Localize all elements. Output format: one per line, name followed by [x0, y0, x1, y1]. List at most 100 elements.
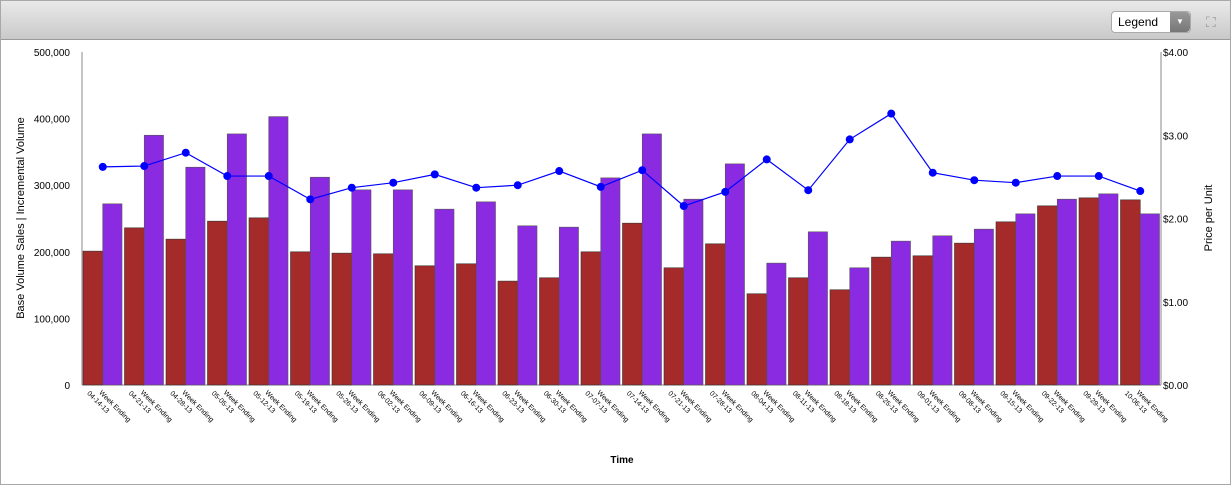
incremental-volume-bar	[1139, 213, 1160, 386]
y-tick-label: 100,000	[34, 314, 71, 325]
chevron-down-icon[interactable]: ▼	[1170, 12, 1190, 32]
price-point	[306, 195, 315, 204]
x-tick-label: Week Ending05-26-13	[334, 384, 380, 430]
price-point	[513, 181, 522, 190]
base-volume-bar	[912, 255, 934, 386]
chart-toolbar: Legend ▼ ⛶	[1, 1, 1230, 40]
price-point	[721, 187, 730, 196]
x-tick-label: Week Ending06-02-13	[376, 384, 422, 430]
price-point	[762, 155, 771, 164]
price-point	[181, 148, 190, 157]
price-point	[1011, 178, 1020, 187]
base-volume-bar	[331, 252, 353, 386]
legend-dropdown-label: Legend	[1118, 15, 1159, 29]
y2-tick-label: $1.00	[1163, 298, 1188, 309]
price-line	[102, 112, 1141, 207]
price-point	[347, 183, 356, 192]
y-tick-label: 500,000	[34, 48, 71, 59]
base-volume-bar	[497, 280, 519, 386]
incremental-volume-bar	[724, 163, 745, 386]
price-point	[389, 178, 398, 187]
price-point	[1053, 172, 1062, 181]
x-tick-label: Week Ending07-07-13	[583, 384, 629, 430]
x-tick-label: Week Ending05-19-13	[293, 384, 339, 430]
x-tick-label: Week Ending04-14-13	[85, 384, 131, 430]
base-volume-bar	[1120, 199, 1141, 386]
incremental-volume-bar	[766, 262, 787, 386]
incremental-volume-bar	[641, 133, 662, 386]
price-point	[264, 172, 273, 181]
base-volume-bar	[373, 253, 394, 386]
price-point	[140, 162, 149, 171]
price-point	[928, 168, 937, 177]
y2-axis-title: Price per Unit	[1203, 185, 1215, 252]
base-volume-bar	[622, 222, 643, 386]
y-tick-label: 200,000	[34, 248, 71, 259]
base-volume-bar	[663, 267, 685, 386]
incremental-volume-bar	[351, 189, 372, 386]
y-tick-label: 300,000	[34, 181, 71, 192]
price-point	[472, 183, 481, 192]
base-volume-bar	[456, 263, 477, 386]
y-tick-label: 0	[64, 381, 70, 392]
price-point	[1094, 172, 1103, 181]
incremental-volume-bar	[475, 201, 496, 386]
incremental-volume-bar	[932, 235, 953, 386]
base-volume-bar	[1078, 197, 1100, 386]
base-volume-bar	[746, 293, 768, 386]
x-tick-label: Week Ending09-29-13	[1081, 384, 1127, 430]
incremental-volume-bar	[849, 267, 870, 386]
y2-tick-label: $3.00	[1163, 131, 1188, 142]
price-point	[98, 162, 107, 171]
expand-icon[interactable]: ⛶	[1206, 14, 1216, 30]
price-point	[887, 109, 896, 118]
price-point	[804, 186, 813, 195]
x-axis-title: Time	[610, 455, 634, 466]
y-tick-label: 400,000	[34, 115, 71, 126]
x-tick-label: Week Ending07-28-13	[708, 384, 754, 430]
incremental-volume-bar	[143, 134, 164, 386]
x-tick-label: Week Ending06-09-13	[417, 384, 463, 430]
base-volume-bar	[414, 265, 436, 386]
x-tick-label: Week Ending09-22-13	[1040, 384, 1086, 430]
y2-tick-label: $2.00	[1163, 215, 1188, 226]
price-point	[223, 172, 232, 181]
y-axis-title: Base Volume Sales | Incremental Volume	[15, 117, 27, 319]
base-volume-bar	[1037, 205, 1058, 386]
price-point	[679, 202, 688, 211]
incremental-volume-bar	[683, 198, 704, 386]
x-tick-label: Week Ending09-08-13	[957, 384, 1003, 430]
incremental-volume-bar	[1056, 198, 1077, 386]
incremental-volume-bar	[226, 133, 247, 386]
x-tick-label: Week Ending08-11-13	[791, 384, 837, 430]
base-volume-bar	[207, 220, 228, 386]
x-tick-label: Week Ending06-23-13	[500, 384, 546, 430]
incremental-volume-bar	[268, 116, 289, 386]
base-volume-bar	[954, 242, 975, 386]
incremental-volume-bar	[1015, 213, 1036, 386]
incremental-volume-bar	[807, 231, 828, 386]
price-point	[555, 167, 564, 176]
base-volume-bar	[995, 221, 1017, 386]
base-volume-bar	[82, 250, 104, 386]
price-point	[638, 166, 647, 175]
legend-dropdown[interactable]: Legend ▼	[1111, 11, 1191, 33]
incremental-volume-bar	[309, 176, 330, 386]
price-point	[596, 182, 605, 191]
incremental-volume-bar	[890, 240, 911, 386]
base-volume-bar	[165, 238, 187, 386]
incremental-volume-bar	[517, 225, 538, 386]
incremental-volume-bar	[600, 177, 621, 386]
base-volume-bar	[248, 217, 270, 386]
x-tick-label: Week Ending07-21-13	[666, 384, 712, 430]
incremental-volume-bar	[185, 166, 206, 386]
x-tick-label: Week Ending08-04-13	[749, 384, 795, 430]
price-point	[970, 176, 979, 185]
y2-tick-label: $0.00	[1163, 381, 1188, 392]
incremental-volume-bar	[1098, 193, 1119, 386]
base-volume-bar	[539, 277, 560, 386]
base-volume-bar	[290, 251, 311, 386]
x-tick-label: Week Ending04-28-13	[168, 384, 214, 430]
incremental-volume-bar	[392, 189, 413, 386]
